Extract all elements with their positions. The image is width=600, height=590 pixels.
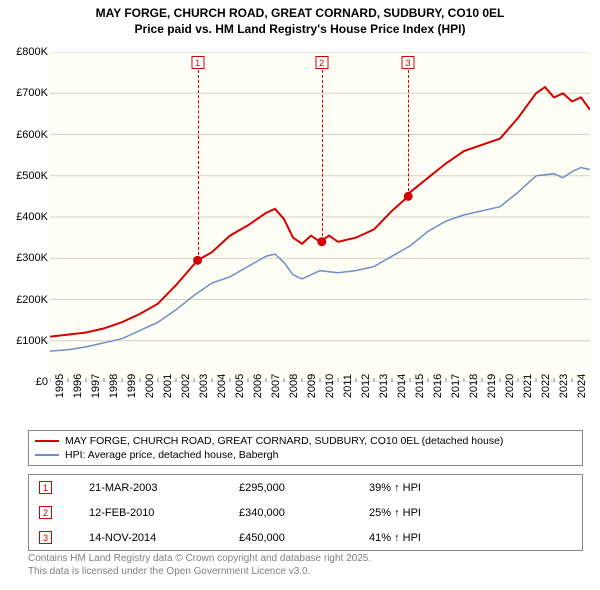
event-date: 21-MAR-2003 [89, 482, 239, 494]
event-marker-icon: 2 [39, 506, 52, 519]
legend-label: HPI: Average price, detached house, Babe… [65, 449, 278, 461]
x-axis-tick-label: 2000 [144, 374, 156, 398]
event-date: 12-FEB-2010 [89, 507, 239, 519]
x-axis-tick-label: 1996 [72, 374, 84, 398]
x-axis-tick-label: 1995 [54, 374, 66, 398]
x-axis-tick-label: 2002 [180, 374, 192, 398]
footer-attribution: Contains HM Land Registry data © Crown c… [28, 553, 371, 578]
event-marker-icon: 3 [39, 531, 52, 544]
y-axis-tick-label: £700K [16, 87, 48, 99]
x-axis-tick-label: 2007 [270, 374, 282, 398]
x-axis-tick-label: 2008 [288, 374, 300, 398]
chart-svg [50, 52, 590, 382]
x-axis-tick-label: 2020 [504, 374, 516, 398]
chart-event-marker: 3 [402, 56, 415, 69]
x-axis-tick-label: 2022 [540, 374, 552, 398]
x-axis-tick-label: 2005 [234, 374, 246, 398]
event-vertical-line [408, 70, 409, 196]
x-axis-tick-label: 2013 [378, 374, 390, 398]
y-axis-tick-label: £300K [16, 252, 48, 264]
event-vertical-line [198, 70, 199, 260]
y-axis-tick-label: £600K [16, 129, 48, 141]
chart-event-marker: 1 [191, 56, 204, 69]
x-axis-tick-label: 2009 [306, 374, 318, 398]
x-axis-tick-label: 2015 [414, 374, 426, 398]
event-price: £295,000 [239, 482, 369, 494]
x-axis-tick-label: 2010 [324, 374, 336, 398]
x-axis-tick-label: 2001 [162, 374, 174, 398]
x-axis-tick-label: 2011 [342, 374, 354, 398]
event-delta: 41% ↑ HPI [369, 532, 582, 544]
legend-item: HPI: Average price, detached house, Babe… [35, 448, 576, 462]
event-date: 14-NOV-2014 [89, 532, 239, 544]
legend-item: MAY FORGE, CHURCH ROAD, GREAT CORNARD, S… [35, 434, 576, 448]
y-axis-tick-label: £0 [36, 376, 48, 388]
event-row: 3 14-NOV-2014 £450,000 41% ↑ HPI [29, 525, 582, 550]
x-axis-tick-label: 2004 [216, 374, 228, 398]
x-axis-tick-label: 2012 [360, 374, 372, 398]
y-axis-tick-label: £400K [16, 211, 48, 223]
event-marker-icon: 1 [39, 481, 52, 494]
event-row: 2 12-FEB-2010 £340,000 25% ↑ HPI [29, 500, 582, 525]
y-axis-tick-label: £800K [16, 46, 48, 58]
x-axis-tick-label: 2014 [396, 374, 408, 398]
x-axis-tick-label: 2018 [468, 374, 480, 398]
legend-swatch-blue [35, 454, 59, 456]
x-axis-tick-label: 2017 [450, 374, 462, 398]
x-axis-tick-label: 2021 [522, 374, 534, 398]
x-axis-tick-label: 2023 [558, 374, 570, 398]
event-price: £450,000 [239, 532, 369, 544]
event-price: £340,000 [239, 507, 369, 519]
event-delta: 25% ↑ HPI [369, 507, 582, 519]
x-axis-tick-label: 2024 [576, 374, 588, 398]
footer-line-2: This data is licensed under the Open Gov… [28, 566, 371, 579]
event-row: 1 21-MAR-2003 £295,000 39% ↑ HPI [29, 475, 582, 500]
chart-figure: MAY FORGE, CHURCH ROAD, GREAT CORNARD, S… [0, 0, 600, 590]
footer-line-1: Contains HM Land Registry data © Crown c… [28, 553, 371, 566]
y-axis-tick-label: £500K [16, 170, 48, 182]
event-delta: 39% ↑ HPI [369, 482, 582, 494]
x-axis-tick-label: 2003 [198, 374, 210, 398]
chart-title: MAY FORGE, CHURCH ROAD, GREAT CORNARD, S… [0, 0, 600, 37]
x-axis-tick-label: 1997 [90, 374, 102, 398]
title-line-2: Price paid vs. HM Land Registry's House … [0, 22, 600, 38]
legend-swatch-red [35, 440, 59, 443]
x-axis-tick-label: 1998 [108, 374, 120, 398]
y-axis-tick-label: £200K [16, 294, 48, 306]
x-axis-tick-label: 1999 [126, 374, 138, 398]
x-axis-tick-label: 2006 [252, 374, 264, 398]
plot-area [50, 52, 590, 382]
legend: MAY FORGE, CHURCH ROAD, GREAT CORNARD, S… [28, 430, 583, 466]
legend-label: MAY FORGE, CHURCH ROAD, GREAT CORNARD, S… [65, 435, 503, 447]
events-table: 1 21-MAR-2003 £295,000 39% ↑ HPI 2 12-FE… [28, 474, 583, 551]
event-vertical-line [322, 70, 323, 241]
chart-event-marker: 2 [315, 56, 328, 69]
title-line-1: MAY FORGE, CHURCH ROAD, GREAT CORNARD, S… [0, 6, 600, 22]
x-axis-tick-label: 2019 [486, 374, 498, 398]
y-axis-tick-label: £100K [16, 335, 48, 347]
x-axis-tick-label: 2016 [432, 374, 444, 398]
